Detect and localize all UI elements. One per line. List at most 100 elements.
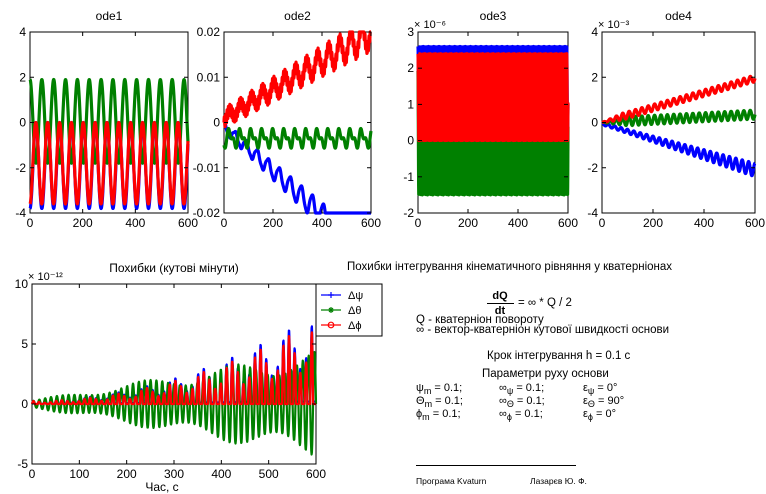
param-cell: ϕm = 0.1; — [416, 408, 461, 423]
y-tick-label: 2 — [19, 70, 26, 84]
chart-1: 0 200 400 600 -4 -2 0 2 4 ode1 — [15, 9, 198, 230]
x-tick-label: 200 — [263, 216, 283, 230]
param-cell: εϕ = 0° — [583, 408, 617, 423]
chart-title: ode4 — [665, 9, 692, 23]
param-cell: Θm = 0.1; — [416, 395, 463, 410]
y-tick-label: -2 — [403, 206, 414, 220]
x-tick-label: 300 — [164, 467, 184, 481]
legend-marker — [327, 321, 335, 329]
y-tick-label: 0.01 — [197, 70, 221, 84]
equation-numerator: dQ — [492, 290, 508, 302]
equation-fraction-bar — [487, 303, 514, 304]
x-tick-label: 600 — [178, 216, 198, 230]
x-tick-label: 600 — [361, 216, 381, 230]
x-tick-label: 600 — [558, 216, 578, 230]
series-line-2 — [600, 108, 757, 128]
x-tick-label: 400 — [694, 216, 714, 230]
chart-3: 0 200 400 600 -2 -1 0 1 2 3 ode3 × 10⁻⁶ — [403, 9, 578, 230]
series-line-3 — [28, 120, 190, 206]
chart-title: ode1 — [96, 9, 123, 23]
y-tick-label: 0 — [213, 116, 220, 130]
series-line-2 — [222, 126, 373, 150]
chart-title: ode3 — [480, 9, 507, 23]
chart-4: 0 200 400 600 -4 -2 0 2 4 ode4 × 10⁻³ — [587, 9, 765, 230]
x-tick-label: 0 — [221, 216, 228, 230]
param-cell: ∞ϕ = 0.1; — [499, 408, 543, 423]
y-tick-label: -0.01 — [193, 161, 221, 175]
x-tick-label: 500 — [259, 467, 279, 481]
x-axis-label: Час, с — [145, 480, 178, 494]
param-cell: εΘ = 90° — [583, 395, 625, 410]
x-tick-label: 600 — [306, 467, 326, 481]
x-tick-label: 400 — [125, 216, 145, 230]
y-tick-label: -2 — [15, 161, 26, 175]
legend: Δψ Δθ Δϕ — [315, 283, 383, 337]
series-line-1 — [600, 120, 757, 178]
legend-marker — [328, 292, 334, 298]
param-cell: ψm = 0.1; — [416, 382, 463, 397]
x-tick-label: 600 — [745, 216, 765, 230]
chart-title: ode2 — [284, 9, 311, 23]
y-tick-label: 0 — [591, 116, 598, 130]
axes-box — [31, 283, 317, 465]
info-title: Похибки інтегрування кінематичного рівня… — [347, 261, 673, 273]
x-tick-label: 400 — [508, 216, 528, 230]
legend-marker — [328, 307, 334, 313]
y-tick-label: 1 — [407, 97, 414, 111]
legend-label: Δθ — [348, 305, 361, 317]
y-tick-label: -1 — [403, 170, 414, 184]
y-tick-label: 4 — [19, 25, 26, 39]
y-tick-label: 0.02 — [197, 25, 221, 39]
legend-label: Δϕ — [348, 320, 362, 332]
footer-divider — [416, 465, 576, 466]
param-cell: ∞ψ = 0.1; — [499, 382, 545, 397]
y-tick-label: 5 — [21, 337, 28, 351]
param-cell: εψ = 0° — [583, 382, 618, 397]
series-line-3 — [600, 74, 757, 125]
x-tick-label: 100 — [69, 467, 89, 481]
equation-rhs: = ∞ * Q / 2 — [518, 297, 572, 309]
x-tick-label: 0 — [29, 467, 36, 481]
y-tick-label: 0 — [21, 397, 28, 411]
legend-label: Δψ — [348, 290, 363, 302]
y-tick-label: 0 — [19, 116, 26, 130]
x-tick-label: 200 — [73, 216, 93, 230]
y-tick-label: 2 — [407, 61, 414, 75]
axis-exponent: × 10⁻⁶ — [414, 19, 446, 31]
x-tick-label: 0 — [599, 216, 606, 230]
w-definition: ∞ - вектор-кватерніон кутової швидкості … — [416, 324, 670, 336]
x-tick-label: 400 — [312, 216, 332, 230]
y-tick-label: -2 — [587, 161, 598, 175]
q-definition: Q - кватерніон повороту — [416, 314, 544, 326]
chart-2: 0 200 400 600 -0.02 -0.01 0 0.01 0.02 ode2 — [193, 9, 382, 230]
x-tick-label: 200 — [643, 216, 663, 230]
step-text: Крок інтегрування h = 0.1 с — [487, 350, 631, 362]
y-tick-label: 10 — [15, 277, 29, 291]
axis-exponent: × 10⁻³ — [598, 19, 630, 31]
x-tick-label: 0 — [415, 216, 422, 230]
x-tick-label: 0 — [27, 216, 34, 230]
axes-box — [223, 31, 372, 214]
x-tick-label: 200 — [117, 467, 137, 481]
y-tick-label: -4 — [587, 206, 598, 220]
y-tick-label: -5 — [17, 457, 28, 471]
series-line-3 — [30, 331, 317, 406]
x-tick-label: 400 — [211, 467, 231, 481]
y-tick-label: -0.02 — [193, 206, 221, 220]
chart-title: Похибки (кутові мінути) — [109, 261, 239, 275]
axis-exponent: × 10⁻¹² — [28, 271, 63, 283]
param-cell: ∞Θ = 0.1; — [499, 395, 545, 410]
series-line-3 — [222, 30, 373, 129]
y-tick-label: 0 — [407, 134, 414, 148]
y-tick-label: 2 — [591, 70, 598, 84]
footer-program: Програма Kvaturn — [416, 476, 487, 486]
equation-denominator: dt — [494, 305, 506, 317]
y-tick-label: 3 — [407, 25, 414, 39]
y-tick-label: -4 — [15, 206, 26, 220]
y-tick-label: 4 — [591, 25, 598, 39]
footer-author: Лазарєв Ю. Ф. — [530, 476, 587, 486]
series-line-3 — [416, 52, 570, 143]
params-title: Параметри руху основи — [482, 368, 609, 380]
